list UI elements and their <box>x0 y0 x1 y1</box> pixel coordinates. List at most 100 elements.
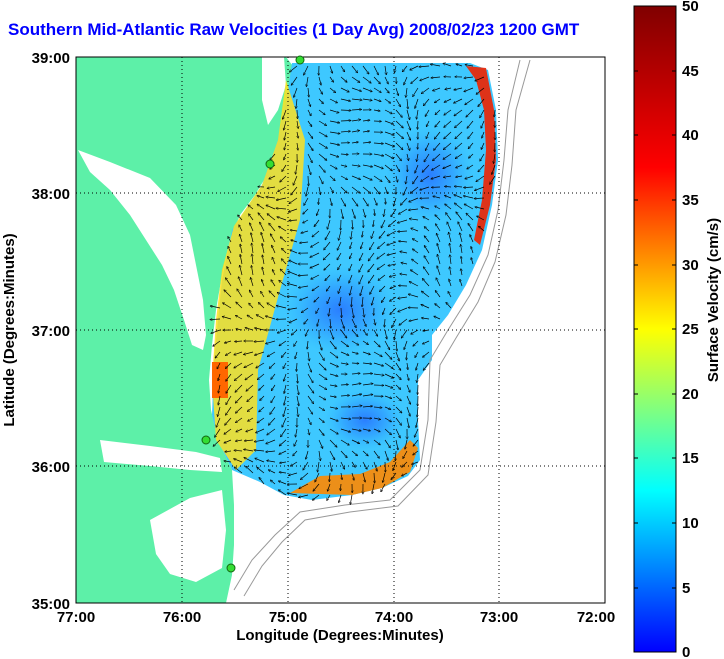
velocity-vector <box>307 395 314 404</box>
velocity-vector <box>395 450 396 461</box>
velocity-vector <box>340 154 348 155</box>
velocity-vector <box>282 417 287 427</box>
velocity-vector <box>305 329 309 336</box>
velocity-vector <box>351 109 362 110</box>
velocity-vector <box>443 153 452 159</box>
velocity-vector <box>226 406 232 415</box>
velocity-vector <box>455 153 463 159</box>
velocity-vector <box>465 98 474 105</box>
x-tick-labels: 77:00 76:00 75:00 74:00 73:00 72:00 <box>57 609 615 626</box>
velocity-vector <box>284 120 287 130</box>
velocity-vector <box>362 318 366 326</box>
velocity-vector <box>368 274 375 283</box>
velocity-vector <box>329 461 332 471</box>
velocity-vector <box>494 153 496 163</box>
velocity-vector <box>279 340 287 346</box>
velocity-vector <box>470 235 474 243</box>
velocity-vector <box>374 318 375 325</box>
velocity-vector <box>297 373 298 383</box>
velocity-vector <box>362 296 363 307</box>
velocity-vector <box>368 263 375 272</box>
velocity-vector <box>423 267 430 276</box>
velocity-vector <box>351 87 361 91</box>
velocity-vector <box>329 472 330 482</box>
velocity-vector <box>329 65 332 73</box>
velocity-vector <box>225 340 232 343</box>
velocity-vector <box>269 175 276 179</box>
velocity-vector <box>431 77 441 78</box>
velocity-vector <box>445 88 452 89</box>
velocity-vector <box>329 396 336 397</box>
velocity-vector <box>362 340 368 345</box>
y-tick-labels: 39:00 38:00 37:00 36:00 35:00 <box>32 50 70 613</box>
velocity-vector <box>297 142 298 150</box>
velocity-vector <box>373 186 380 194</box>
velocity-vector <box>303 208 309 214</box>
velocity-vector <box>420 186 430 190</box>
velocity-vector <box>271 373 276 379</box>
velocity-vector <box>384 318 385 327</box>
velocity-vector <box>318 395 326 400</box>
velocity-vector <box>481 142 485 149</box>
velocity-vector <box>415 98 419 108</box>
velocity-vector <box>340 65 345 72</box>
velocity-vector <box>404 340 408 350</box>
velocity-vector <box>362 472 365 482</box>
y-tick-label: 38:00 <box>32 186 70 203</box>
velocity-vector <box>244 362 254 368</box>
velocity-vector <box>454 186 463 187</box>
velocity-vector <box>349 274 353 283</box>
velocity-vector <box>413 87 419 97</box>
colorbar-label: Surface Velocity (cm/s) <box>705 218 722 382</box>
velocity-vector <box>340 340 348 347</box>
velocity-vector <box>234 459 243 463</box>
velocity-vector <box>417 153 418 161</box>
velocity-vector <box>379 230 386 238</box>
velocity-vector <box>351 65 358 73</box>
velocity-vector <box>396 340 397 351</box>
velocity-vector <box>461 269 462 276</box>
velocity-vector <box>210 319 221 320</box>
velocity-vector <box>314 296 320 302</box>
velocity-vector <box>416 362 419 370</box>
velocity-vector <box>299 285 309 288</box>
velocity-vector <box>384 109 392 114</box>
velocity-vector <box>454 195 463 199</box>
velocity-vector <box>267 187 276 188</box>
velocity-vector <box>445 204 452 210</box>
velocity-vector <box>385 197 386 204</box>
velocity-vector <box>362 406 372 407</box>
velocity-vector <box>259 384 265 390</box>
velocity-vector <box>412 259 419 265</box>
velocity-vector <box>340 428 351 432</box>
velocity-vector <box>341 307 342 318</box>
velocity-vector <box>426 120 430 127</box>
colorbar-tick-label: 50 <box>682 0 699 15</box>
velocity-vector <box>262 255 265 265</box>
velocity-vector <box>395 362 401 370</box>
velocity-vector <box>443 63 452 67</box>
velocity-vector <box>254 341 265 342</box>
velocity-vector <box>261 292 265 298</box>
velocity-vector <box>394 329 397 340</box>
velocity-vector <box>259 303 265 309</box>
velocity-vector <box>296 384 299 395</box>
velocity-vector <box>406 406 410 416</box>
velocity-vector <box>312 285 320 291</box>
velocity-vector <box>280 237 287 243</box>
velocity-vector <box>250 223 254 232</box>
velocity-vector <box>304 318 309 324</box>
velocity-vector <box>410 65 419 70</box>
velocity-vector <box>373 143 383 144</box>
velocity-vector <box>259 478 265 485</box>
velocity-vector <box>284 373 287 381</box>
velocity-vector <box>329 329 334 339</box>
velocity-vector <box>398 307 408 312</box>
velocity-vector <box>406 351 407 360</box>
velocity-vector <box>400 252 408 254</box>
velocity-vector <box>372 296 375 305</box>
velocity-vector <box>260 222 265 232</box>
velocity-vector <box>474 198 485 199</box>
velocity-vector <box>418 120 419 129</box>
velocity-vector <box>329 131 340 134</box>
